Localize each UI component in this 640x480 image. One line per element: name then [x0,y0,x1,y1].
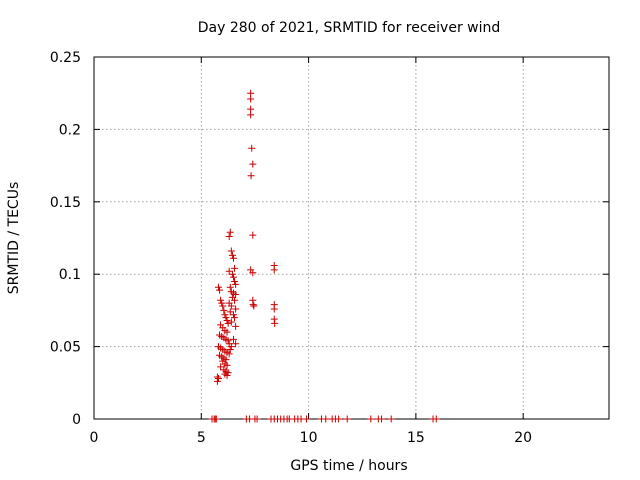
y-tick-label: 0.05 [50,340,81,356]
y-tick-label: 0.25 [50,50,81,66]
y-tick-label: 0.15 [50,195,81,211]
data-point [223,361,231,369]
data-point [224,319,232,327]
y-tick-label: 0.2 [59,122,81,138]
data-point [302,415,310,423]
grid-lines [94,57,609,419]
x-tick-label: 10 [300,430,318,446]
data-point [228,251,236,259]
data-point [248,144,256,152]
data-point [221,311,229,319]
chart-title: Day 280 of 2021, SRMTID for receiver win… [198,20,501,36]
data-point [217,296,225,304]
data-point [214,374,222,382]
plot-frame [93,56,610,420]
data-point [227,302,235,310]
data-point [232,322,240,330]
data-point [322,415,330,423]
data-point [232,280,240,288]
data-point [249,301,257,309]
data-point [225,350,233,358]
data-point [213,377,221,385]
data-point [247,95,255,103]
data-point [432,415,440,423]
data-point [250,302,258,310]
data-point [216,286,224,294]
data-point [224,369,232,377]
data-point [226,228,234,236]
data-point [220,306,228,314]
data-point [218,299,226,307]
data-point [270,266,278,274]
x-tick-label: 15 [407,430,425,446]
data-point [247,111,255,119]
data-point [223,328,231,336]
data-point [224,337,232,345]
data-point [217,363,225,371]
data-point [231,264,239,272]
data-point [227,343,235,351]
data-point [226,283,234,291]
data-point [223,317,231,325]
data-point [253,415,261,423]
x-tick-label: 5 [197,430,206,446]
x-axis-label: GPS time / hours [290,458,407,474]
y-tick-label: 0 [72,412,81,428]
data-point [229,335,237,343]
data-point [226,308,234,316]
data-point [212,415,220,423]
data-point [232,290,240,298]
data-point [222,356,230,364]
data-point [231,314,239,322]
data-point [219,302,227,310]
data-point [229,311,237,319]
data-point [227,247,235,255]
data-point [229,273,237,281]
data-point [222,314,230,322]
data-point [229,254,237,262]
data-points [208,89,440,423]
data-point [214,283,222,291]
data-point [387,415,395,423]
y-axis-label: SRMTID / TECUs [6,182,22,295]
axis-ticks: 0 5 10 15 20 0 0.05 0.1 0.15 0.2 0.25 [50,50,609,446]
data-point [247,266,255,274]
data-point [247,172,255,180]
data-point [249,160,257,168]
data-point [225,267,233,275]
x-tick-label: 20 [514,430,532,446]
data-point [231,296,239,304]
data-point [343,415,351,423]
data-point [271,319,279,327]
data-point [227,318,235,326]
data-point [335,415,343,423]
data-point [231,277,239,285]
data-point [367,415,375,423]
y-tick-label: 0.1 [59,267,81,283]
data-point [378,415,386,423]
data-point [232,305,240,313]
x-tick-label: 0 [90,430,99,446]
data-point [228,270,236,278]
data-point [225,233,233,241]
data-point [223,372,231,380]
data-point [226,345,234,353]
data-point [232,340,240,348]
data-point [249,231,257,239]
data-point [270,305,278,313]
